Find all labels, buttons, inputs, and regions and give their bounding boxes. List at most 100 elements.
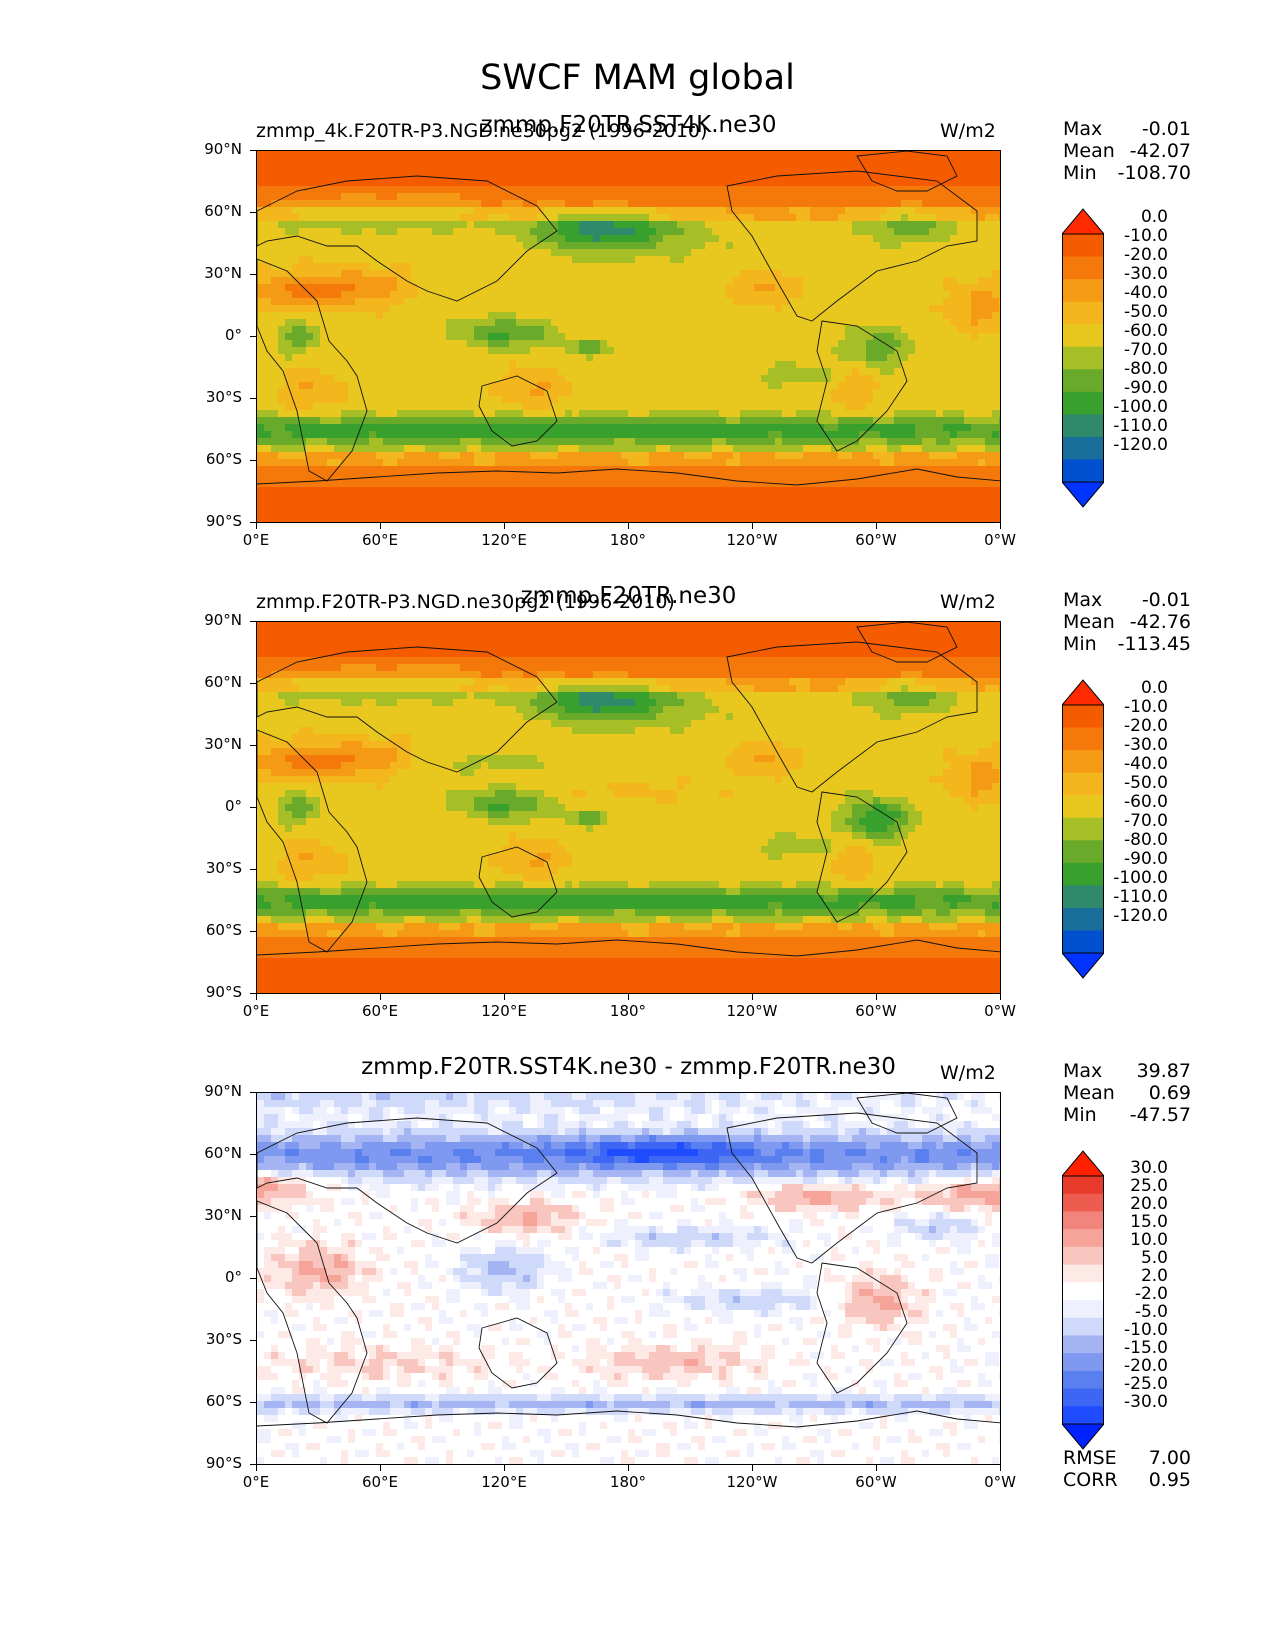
field-cell bbox=[502, 305, 510, 313]
field-cell bbox=[306, 319, 314, 327]
field-cell bbox=[334, 200, 342, 208]
field-cell bbox=[313, 403, 321, 411]
field-cell bbox=[313, 165, 321, 173]
field-cell bbox=[810, 340, 818, 348]
field-cell bbox=[474, 319, 482, 327]
field-cell bbox=[768, 214, 776, 222]
field-cell bbox=[894, 158, 902, 166]
field-cell bbox=[684, 228, 692, 236]
field-cell bbox=[950, 284, 958, 292]
field-cell bbox=[740, 270, 748, 278]
field-cell bbox=[320, 417, 328, 425]
field-cell bbox=[299, 347, 307, 355]
field-cell bbox=[362, 361, 370, 369]
field-cell bbox=[880, 249, 888, 257]
field-cell bbox=[957, 235, 965, 243]
field-cell bbox=[957, 382, 965, 390]
field-cell bbox=[957, 361, 965, 369]
field-cell bbox=[663, 270, 671, 278]
field-cell bbox=[915, 410, 923, 418]
field-cell bbox=[397, 200, 405, 208]
field-cell bbox=[313, 333, 321, 341]
field-cell bbox=[894, 284, 902, 292]
field-cell bbox=[341, 438, 349, 446]
field-cell bbox=[558, 158, 566, 166]
field-cell bbox=[523, 305, 531, 313]
field-cell bbox=[817, 354, 825, 362]
field-cell bbox=[712, 249, 720, 257]
field-cell bbox=[390, 340, 398, 348]
field-cell bbox=[446, 361, 454, 369]
field-cell bbox=[922, 312, 930, 320]
field-cell bbox=[425, 151, 433, 159]
field-cell bbox=[621, 249, 629, 257]
field-cell bbox=[271, 431, 279, 439]
field-cell bbox=[817, 459, 825, 467]
field-cell bbox=[922, 389, 930, 397]
field-cell bbox=[446, 466, 454, 474]
field-cell bbox=[999, 256, 1000, 264]
field-cell bbox=[404, 214, 412, 222]
field-cell bbox=[999, 221, 1000, 229]
field-cell bbox=[320, 438, 328, 446]
field-cell bbox=[901, 368, 909, 376]
field-cell bbox=[656, 270, 664, 278]
field-cell bbox=[712, 389, 720, 397]
field-cell bbox=[733, 263, 741, 271]
field-cell bbox=[873, 165, 881, 173]
field-cell bbox=[810, 445, 818, 453]
field-cell bbox=[957, 284, 965, 292]
field-cell bbox=[782, 305, 790, 313]
field-cell bbox=[985, 214, 993, 222]
field-cell bbox=[866, 326, 874, 334]
field-cell bbox=[978, 228, 986, 236]
field-cell bbox=[460, 459, 468, 467]
field-cell bbox=[432, 228, 440, 236]
field-cell bbox=[334, 403, 342, 411]
field-cell bbox=[649, 459, 657, 467]
field-cell bbox=[313, 172, 321, 180]
field-cell bbox=[502, 277, 510, 285]
field-cell bbox=[432, 361, 440, 369]
field-cell bbox=[999, 277, 1000, 285]
field-cell bbox=[530, 333, 538, 341]
field-cell bbox=[418, 333, 426, 341]
field-cell bbox=[691, 389, 699, 397]
field-cell bbox=[775, 333, 783, 341]
field-cell bbox=[621, 228, 629, 236]
field-cell bbox=[481, 158, 489, 166]
field-cell bbox=[292, 249, 300, 257]
field-cell bbox=[453, 354, 461, 362]
field-cell bbox=[705, 221, 713, 229]
field-cell bbox=[971, 200, 979, 208]
field-cell bbox=[964, 207, 972, 215]
field-cell bbox=[572, 193, 580, 201]
field-cell bbox=[572, 375, 580, 383]
field-cell bbox=[803, 417, 811, 425]
field-cell bbox=[495, 151, 503, 159]
field-cell bbox=[502, 354, 510, 362]
field-cell bbox=[607, 445, 615, 453]
field-cell bbox=[586, 361, 594, 369]
field-cell bbox=[677, 291, 685, 299]
field-cell bbox=[362, 291, 370, 299]
field-cell bbox=[544, 382, 552, 390]
field-cell bbox=[915, 305, 923, 313]
field-cell bbox=[642, 249, 650, 257]
field-cell bbox=[950, 235, 958, 243]
field-cell bbox=[600, 319, 608, 327]
field-cell bbox=[887, 291, 895, 299]
field-cell bbox=[964, 431, 972, 439]
field-cell bbox=[481, 165, 489, 173]
field-cell bbox=[565, 333, 573, 341]
field-cell bbox=[544, 312, 552, 320]
field-cell bbox=[908, 382, 916, 390]
field-cell bbox=[789, 291, 797, 299]
field-cell bbox=[334, 186, 342, 194]
field-cell bbox=[341, 340, 349, 348]
field-cell bbox=[537, 340, 545, 348]
field-cell bbox=[565, 186, 573, 194]
field-cell bbox=[936, 165, 944, 173]
field-cell bbox=[971, 396, 979, 404]
field-cell bbox=[516, 249, 524, 257]
